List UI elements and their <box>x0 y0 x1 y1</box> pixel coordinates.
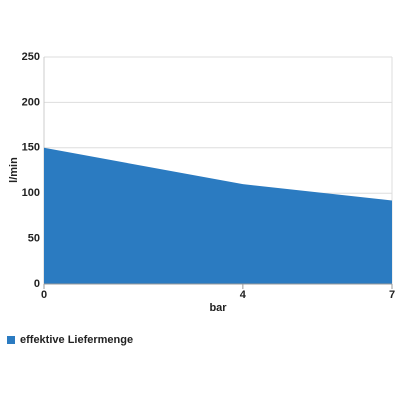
legend-label: effektive Liefermenge <box>20 334 133 346</box>
y-tick-label: 50 <box>28 233 40 245</box>
y-tick-label: 250 <box>22 51 40 63</box>
y-tick-label: 0 <box>34 278 40 290</box>
x-tick-label: 7 <box>389 289 395 301</box>
y-tick-label: 200 <box>22 96 40 108</box>
x-tick-label: 4 <box>240 289 247 301</box>
y-tick-label: 100 <box>22 187 40 199</box>
y-axis-label: l/min <box>8 157 20 183</box>
area <box>44 147 392 284</box>
legend-swatch <box>7 336 15 344</box>
x-tick-label: 0 <box>41 289 47 301</box>
y-tick-label: 150 <box>22 142 40 154</box>
x-axis-label: bar <box>209 302 227 314</box>
